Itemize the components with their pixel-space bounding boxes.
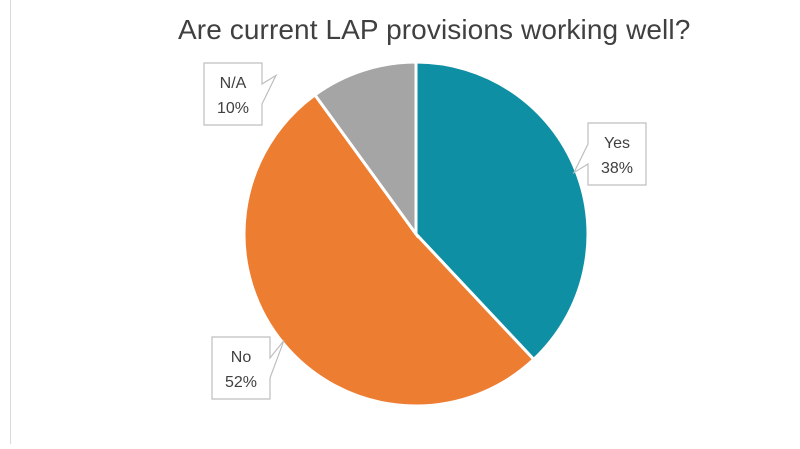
- data-label-no: No 52%: [211, 336, 285, 400]
- data-label-yes: Yes 38%: [572, 122, 647, 186]
- data-label-category-no: No: [231, 349, 252, 366]
- chart-frame: [10, 0, 800, 444]
- data-label-category-yes: Yes: [604, 135, 630, 152]
- chart-title: Are current LAP provisions working well?: [178, 14, 691, 45]
- data-label-n-a: N/A 10%: [203, 62, 278, 126]
- callouts-layer: Yes 38% No 52% N/A 10%: [203, 62, 647, 400]
- pie-slice-no: [242, 92, 536, 408]
- data-label-value-n-a: 10%: [217, 100, 249, 117]
- slices-layer: [242, 60, 590, 408]
- pie-slice-n-a: [312, 60, 418, 239]
- data-label-box-yes: [572, 122, 647, 186]
- data-label-value-yes: 38%: [601, 160, 633, 177]
- data-label-category-n-a: N/A: [220, 75, 247, 92]
- data-label-box-n-a: [203, 62, 278, 126]
- data-label-box-no: [211, 336, 285, 400]
- data-label-value-no: 52%: [225, 374, 257, 391]
